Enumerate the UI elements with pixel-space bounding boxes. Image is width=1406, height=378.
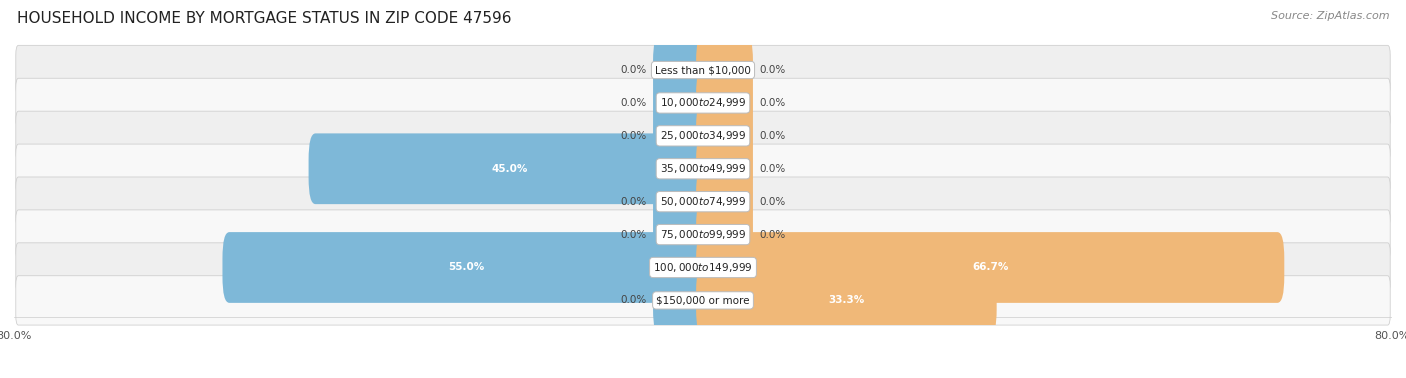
- Text: HOUSEHOLD INCOME BY MORTGAGE STATUS IN ZIP CODE 47596: HOUSEHOLD INCOME BY MORTGAGE STATUS IN Z…: [17, 11, 512, 26]
- FancyBboxPatch shape: [15, 111, 1391, 161]
- Text: 0.0%: 0.0%: [621, 65, 647, 75]
- Text: 0.0%: 0.0%: [621, 229, 647, 240]
- FancyBboxPatch shape: [696, 101, 754, 171]
- Text: 55.0%: 55.0%: [449, 262, 484, 273]
- FancyBboxPatch shape: [15, 210, 1391, 259]
- FancyBboxPatch shape: [15, 276, 1391, 325]
- Text: 33.3%: 33.3%: [828, 295, 865, 305]
- FancyBboxPatch shape: [15, 78, 1391, 128]
- Text: 0.0%: 0.0%: [759, 164, 785, 174]
- Text: 0.0%: 0.0%: [759, 197, 785, 207]
- FancyBboxPatch shape: [652, 68, 710, 138]
- FancyBboxPatch shape: [696, 232, 1284, 303]
- Text: Source: ZipAtlas.com: Source: ZipAtlas.com: [1271, 11, 1389, 21]
- Text: $150,000 or more: $150,000 or more: [657, 295, 749, 305]
- FancyBboxPatch shape: [696, 133, 754, 204]
- Text: $75,000 to $99,999: $75,000 to $99,999: [659, 228, 747, 241]
- Text: Less than $10,000: Less than $10,000: [655, 65, 751, 75]
- Text: $50,000 to $74,999: $50,000 to $74,999: [659, 195, 747, 208]
- Text: $25,000 to $34,999: $25,000 to $34,999: [659, 129, 747, 143]
- FancyBboxPatch shape: [15, 45, 1391, 95]
- FancyBboxPatch shape: [652, 35, 710, 105]
- FancyBboxPatch shape: [222, 232, 710, 303]
- Text: 0.0%: 0.0%: [621, 197, 647, 207]
- Text: 0.0%: 0.0%: [759, 98, 785, 108]
- Text: 66.7%: 66.7%: [972, 262, 1008, 273]
- FancyBboxPatch shape: [652, 101, 710, 171]
- Text: $35,000 to $49,999: $35,000 to $49,999: [659, 162, 747, 175]
- FancyBboxPatch shape: [696, 35, 754, 105]
- FancyBboxPatch shape: [652, 199, 710, 270]
- Text: 0.0%: 0.0%: [621, 98, 647, 108]
- FancyBboxPatch shape: [15, 243, 1391, 292]
- FancyBboxPatch shape: [696, 68, 754, 138]
- Text: 0.0%: 0.0%: [759, 65, 785, 75]
- Text: 0.0%: 0.0%: [759, 229, 785, 240]
- Text: $100,000 to $149,999: $100,000 to $149,999: [654, 261, 752, 274]
- FancyBboxPatch shape: [308, 133, 710, 204]
- FancyBboxPatch shape: [652, 265, 710, 336]
- Text: 0.0%: 0.0%: [621, 295, 647, 305]
- Text: $10,000 to $24,999: $10,000 to $24,999: [659, 96, 747, 110]
- FancyBboxPatch shape: [652, 166, 710, 237]
- Text: 0.0%: 0.0%: [621, 131, 647, 141]
- FancyBboxPatch shape: [696, 166, 754, 237]
- FancyBboxPatch shape: [696, 265, 997, 336]
- Text: 45.0%: 45.0%: [491, 164, 527, 174]
- Text: 0.0%: 0.0%: [759, 131, 785, 141]
- FancyBboxPatch shape: [15, 177, 1391, 226]
- FancyBboxPatch shape: [696, 199, 754, 270]
- FancyBboxPatch shape: [15, 144, 1391, 194]
